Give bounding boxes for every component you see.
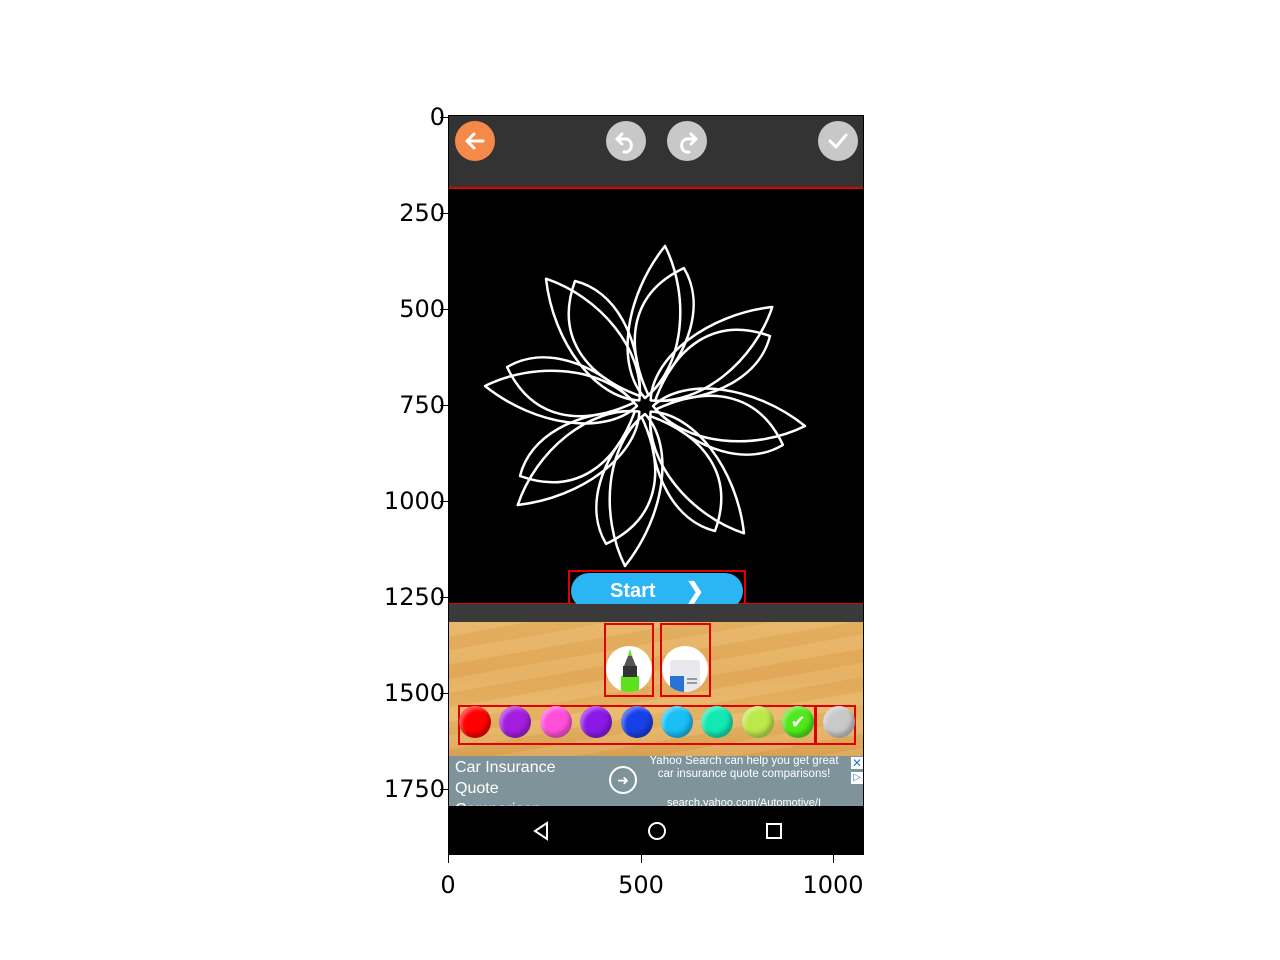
triangle-back-icon[interactable] <box>531 820 553 842</box>
ad-banner[interactable]: Car Insurance Quote Comparison ➜ Yahoo S… <box>449 756 863 806</box>
divider-band <box>449 604 863 622</box>
color-swatch[interactable] <box>620 706 653 738</box>
y-tick-label: 1000 <box>383 487 445 515</box>
y-tick-label: 250 <box>399 199 445 227</box>
color-swatch[interactable]: ✔ <box>782 706 815 738</box>
y-tick-label: 0 <box>429 103 445 131</box>
checkmark-icon: ✔ <box>790 711 806 733</box>
undo-icon <box>615 132 633 154</box>
ad-description: Yahoo Search can help you get great car … <box>649 756 839 780</box>
canvas-highlight-box <box>449 187 863 605</box>
eraser-highlight-box <box>660 623 711 697</box>
undo-button[interactable] <box>606 121 646 161</box>
y-tick-mark <box>440 117 448 118</box>
x-tick-mark <box>833 855 834 863</box>
color-swatch[interactable] <box>661 706 693 738</box>
ad-info-icon[interactable]: ▷ <box>851 772 863 784</box>
y-tick-mark <box>440 501 448 502</box>
y-tick-label: 500 <box>399 295 445 323</box>
color-swatch[interactable] <box>741 706 774 738</box>
redo-button[interactable] <box>667 121 707 161</box>
top-toolbar <box>449 116 863 188</box>
color-swatch[interactable] <box>539 706 572 738</box>
y-tick-mark <box>440 789 448 790</box>
y-tick-mark <box>440 309 448 310</box>
app-screenshot: Start ❯ Car Insurance Quote Comparison ➜… <box>448 115 864 855</box>
marker-icon <box>621 649 639 692</box>
ad-title[interactable]: Car Insurance Quote Comparison <box>455 759 556 806</box>
flower-outline-icon <box>483 244 807 568</box>
y-tick-label: 750 <box>399 391 445 419</box>
start-button-label: Start <box>609 579 656 602</box>
y-tick-mark <box>440 405 448 406</box>
color-swatch[interactable] <box>459 706 491 738</box>
x-tick-mark <box>641 855 642 863</box>
y-tick-mark <box>440 693 448 694</box>
close-icon[interactable]: ✕ <box>851 756 863 770</box>
color-swatch[interactable] <box>580 706 613 738</box>
ad-url[interactable]: search.yahoo.com/Automotive/I <box>666 797 822 806</box>
square-recents-icon[interactable] <box>763 820 785 842</box>
marker-highlight-box <box>604 623 654 697</box>
circle-home-icon[interactable] <box>646 820 668 842</box>
color-swatch[interactable] <box>499 706 532 738</box>
y-tick-label: 1750 <box>383 775 445 803</box>
y-tick-mark <box>440 597 448 598</box>
arrow-left-icon <box>465 132 485 150</box>
color-swatch[interactable] <box>822 706 855 738</box>
x-tick-label: 1000 <box>802 871 864 899</box>
done-button[interactable] <box>818 121 858 161</box>
x-tick-label: 0 <box>440 871 456 899</box>
start-button[interactable]: Start ❯ <box>571 573 743 609</box>
color-swatch[interactable] <box>701 706 734 738</box>
marker-tool-button[interactable] <box>606 646 652 692</box>
eraser-tool-button[interactable] <box>662 646 708 692</box>
checkmark-icon <box>828 133 848 149</box>
chevron-right-icon: ❯ <box>685 578 704 603</box>
y-tick-label: 1500 <box>383 679 445 707</box>
drawing-canvas[interactable] <box>449 188 863 604</box>
x-tick-mark <box>448 855 449 863</box>
y-tick-label: 1250 <box>383 583 445 611</box>
y-tick-mark <box>440 213 448 214</box>
x-tick-label: 500 <box>618 871 664 899</box>
redo-icon <box>680 132 698 154</box>
back-button[interactable] <box>455 121 495 161</box>
eraser-icon <box>670 660 700 692</box>
arrow-right-circle-icon[interactable]: ➜ <box>609 766 637 794</box>
system-nav-bar <box>449 806 863 854</box>
